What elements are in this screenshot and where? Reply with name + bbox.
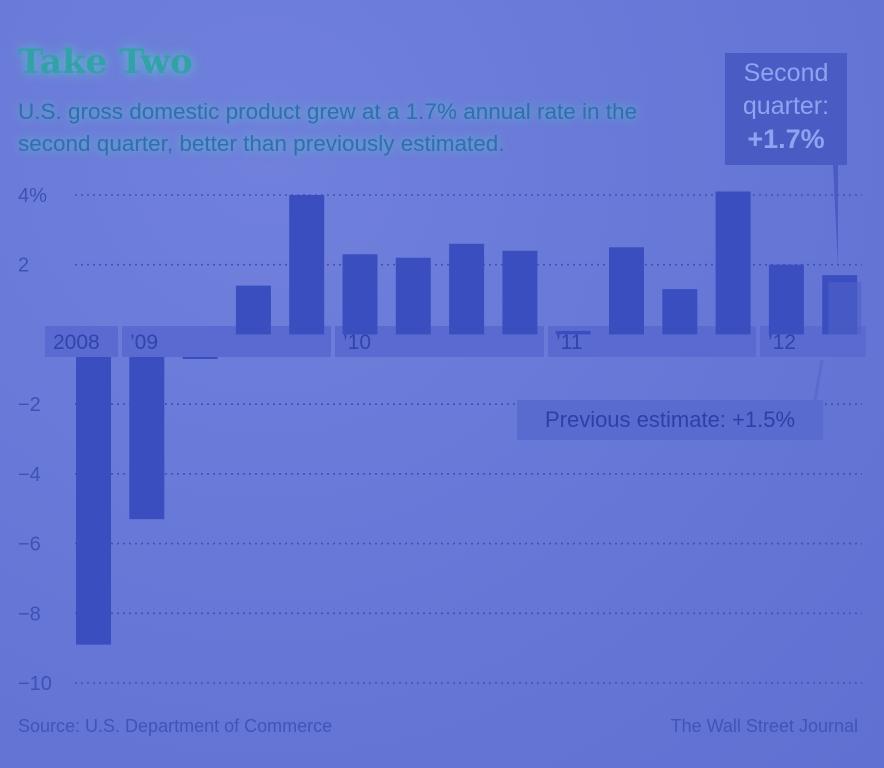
year-label: ’11: [556, 331, 582, 354]
previous-estimate-bar: [828, 282, 862, 335]
bar: [342, 254, 378, 335]
bar: [289, 195, 325, 335]
y-tick-label: −10: [18, 673, 52, 695]
callout-line-1: Second: [743, 59, 829, 87]
year-label: 2008: [53, 331, 100, 354]
chart-subtitle: U.S. gross domestic product grew at a 1.…: [18, 99, 638, 156]
y-tick-label: −6: [18, 534, 41, 556]
year-band-segment: [45, 326, 118, 357]
callout-connectors: [813, 165, 838, 401]
bar: [235, 285, 271, 335]
y-tick-label: −4: [18, 464, 41, 486]
bar: [182, 357, 218, 359]
callout-value: +1.7%: [747, 124, 825, 154]
chart-title: Take Two: [18, 42, 193, 82]
bars: [76, 191, 862, 645]
callout-line-2: quarter:: [742, 92, 830, 120]
callout-pointer: [825, 165, 838, 268]
y-tick-label: 2: [18, 255, 29, 277]
previous-estimate-label: Previous estimate: +1.5%: [517, 400, 823, 440]
bar: [76, 357, 111, 645]
y-tick-label: −2: [18, 394, 41, 416]
year-label: ’09: [130, 331, 158, 354]
bar: [395, 257, 431, 335]
source-note: Source: U.S. Department of Commerce: [18, 716, 333, 736]
bar: [715, 191, 751, 335]
bar: [555, 330, 591, 335]
publisher-credit: The Wall Street Journal: [670, 716, 858, 736]
year-label: ’10: [343, 331, 371, 354]
bar: [502, 250, 538, 335]
bar: [768, 264, 804, 335]
bar: [129, 357, 165, 520]
estimate-pointer: [813, 359, 824, 401]
bar: [449, 243, 485, 335]
bar: [609, 247, 644, 335]
y-tick-label: −8: [18, 603, 41, 625]
y-tick-label: 4%: [18, 185, 47, 207]
second-quarter-callout: Second quarter: +1.7%: [725, 53, 847, 165]
year-label: ’12: [768, 331, 796, 354]
y-axis-ticks: 4% 2 −2 −4 −6 −8 −10: [18, 185, 52, 695]
year-labels: 2008 ’09 ’10 ’11 ’12: [53, 331, 796, 354]
bar: [662, 289, 698, 335]
